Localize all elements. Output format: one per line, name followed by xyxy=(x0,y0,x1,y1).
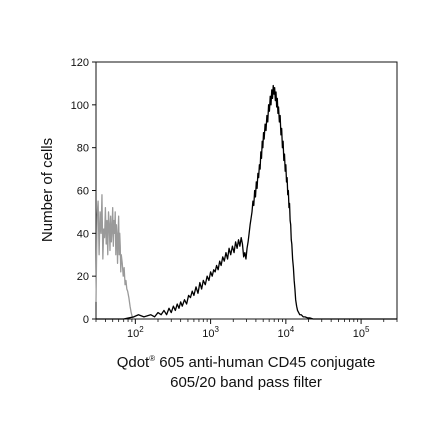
x-tick-label: 104 xyxy=(277,325,294,340)
y-tick-label: 80 xyxy=(77,143,89,155)
y-tick-label: 40 xyxy=(77,228,89,240)
x-tick-exponent: 4 xyxy=(290,325,295,334)
x-tick-label: 102 xyxy=(127,325,144,340)
x-axis-title-main: Qdot xyxy=(117,354,150,371)
x-axis-title-line-1: Qdot® 605 anti-human CD45 conjugate xyxy=(117,354,376,371)
y-tick-label: 100 xyxy=(71,100,89,112)
series-layer xyxy=(95,84,397,320)
x-tick-exponent: 3 xyxy=(214,325,219,334)
x-axis-title-line-2: 605/20 band pass filter xyxy=(170,374,322,391)
x-axis: 102 103 104 105 xyxy=(95,319,398,340)
x-tick-exponent: 2 xyxy=(139,325,144,334)
plot-frame xyxy=(95,61,398,320)
x-tick-base: 10 xyxy=(277,328,289,340)
histogram-series-1 xyxy=(95,194,135,320)
x-tick-base: 10 xyxy=(127,328,139,340)
x-tick-base: 10 xyxy=(353,328,365,340)
histogram-series-2 xyxy=(96,84,397,320)
x-tick-base: 10 xyxy=(202,328,214,340)
x-axis-title-rest: 605 anti-human CD45 conjugate xyxy=(155,354,375,371)
y-axis: 0 20 40 60 80 100 120 xyxy=(71,57,96,326)
y-tick-label: 20 xyxy=(77,271,89,283)
y-tick-label: 0 xyxy=(83,314,89,326)
y-tick-label: 120 xyxy=(71,57,89,69)
y-tick-label: 60 xyxy=(77,186,89,198)
x-tick-exponent: 5 xyxy=(365,325,370,334)
x-axis-title-registered-mark: ® xyxy=(149,354,155,363)
y-axis-title: Number of cells xyxy=(39,138,56,242)
x-tick-label: 103 xyxy=(202,325,219,340)
x-tick-label: 105 xyxy=(353,325,370,340)
